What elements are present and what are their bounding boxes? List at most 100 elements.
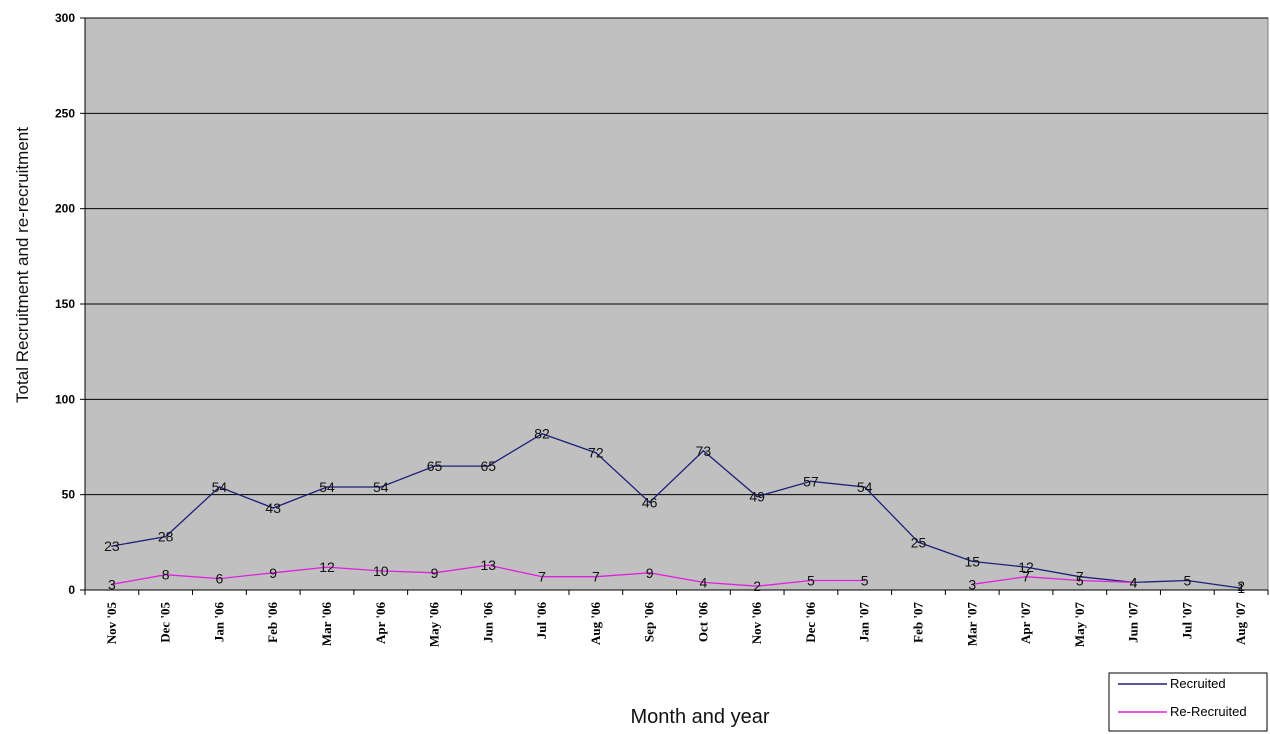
x-tick-label: Jul '07 <box>1179 602 1194 640</box>
data-label: 2 <box>1237 578 1245 594</box>
x-tick-label: Aug '07 <box>1233 602 1248 645</box>
x-tick-label: Apr '06 <box>373 602 388 645</box>
y-tick-label: 200 <box>55 202 75 216</box>
y-tick-label: 100 <box>55 392 75 406</box>
series-lines <box>111 432 1242 589</box>
data-label: 25 <box>911 534 927 550</box>
data-label: 5 <box>1183 572 1191 588</box>
data-point <box>648 572 651 574</box>
data-point <box>1240 587 1242 589</box>
x-tick-label: Jun '06 <box>480 602 495 643</box>
y-tick-label: 50 <box>62 488 76 502</box>
data-point <box>487 465 490 467</box>
y-axis-ticks: 0 50 100 150 200 250 300 <box>55 11 85 597</box>
data-label: 7 <box>1022 569 1030 585</box>
legend-label-re-recruited: Re-Recruited <box>1170 704 1247 719</box>
legend: Recruited Re-Recruited <box>1108 672 1268 732</box>
x-tick-label: Oct '06 <box>695 602 710 643</box>
x-tick-label: Dec '06 <box>803 602 818 643</box>
data-label: 73 <box>696 443 712 459</box>
legend-label-recruited: Recruited <box>1170 676 1226 691</box>
data-label: 65 <box>481 458 497 474</box>
data-point <box>272 507 275 509</box>
x-tick-label: Jun '07 <box>1126 602 1141 643</box>
data-point <box>1025 575 1027 578</box>
y-tick-label: 0 <box>68 583 75 597</box>
data-label: 4 <box>699 574 707 590</box>
data-label: 4 <box>1130 574 1138 590</box>
x-tick-label: Feb '07 <box>910 602 925 643</box>
data-label: 9 <box>431 565 439 581</box>
x-tick-label: Feb '06 <box>265 602 280 643</box>
data-point <box>1240 585 1242 587</box>
data-label: 9 <box>646 565 654 581</box>
data-point <box>111 583 113 586</box>
x-tick-label: Mar '06 <box>319 602 334 647</box>
x-tick-label: Nov '05 <box>104 602 119 645</box>
data-point <box>971 583 974 586</box>
data-point <box>648 501 651 504</box>
data-label: 10 <box>373 563 389 579</box>
data-label: 13 <box>481 557 497 573</box>
x-tick-label: Mar '07 <box>964 602 979 647</box>
data-point <box>433 572 436 574</box>
data-point <box>164 535 167 538</box>
data-point <box>218 486 221 488</box>
data-label: 8 <box>162 567 170 583</box>
data-point <box>1078 575 1081 578</box>
data-label: 49 <box>749 489 765 505</box>
data-point <box>917 541 920 544</box>
data-point <box>541 575 543 578</box>
data-label: 6 <box>216 571 224 587</box>
data-point <box>595 451 597 454</box>
data-label: 54 <box>212 479 228 495</box>
x-tick-label: Apr '07 <box>1018 602 1033 645</box>
data-label: 7 <box>592 569 600 585</box>
data-label: 12 <box>319 559 335 575</box>
data-point <box>702 450 705 452</box>
x-tick-label: Nov '06 <box>749 602 764 645</box>
data-point <box>541 432 543 435</box>
data-point <box>863 579 866 582</box>
data-label: 54 <box>373 479 389 495</box>
x-axis-ticks: Nov '05 Dec '05 Jan '06 Feb '06 Mar '06 Apr '… <box>84 590 1269 648</box>
data-point <box>379 486 382 488</box>
data-point <box>487 564 490 567</box>
data-label: 7 <box>538 569 546 585</box>
data-point <box>326 486 328 488</box>
data-point <box>810 480 812 483</box>
x-axis-title: Month and year <box>631 706 770 728</box>
data-label: 1 <box>1237 580 1245 596</box>
data-point <box>810 579 812 582</box>
data-label: 54 <box>319 479 335 495</box>
data-label: 3 <box>108 576 116 592</box>
data-point <box>1186 579 1189 582</box>
data-point <box>379 570 382 572</box>
data-point <box>433 465 436 467</box>
series-line-recruited <box>111 432 1242 589</box>
x-tick-label: Dec '05 <box>158 602 173 643</box>
data-label: 43 <box>265 500 281 516</box>
x-tick-label: May '07 <box>1072 602 1087 648</box>
data-point <box>218 577 221 580</box>
x-tick-label: May '06 <box>427 602 442 648</box>
data-label: 3 <box>968 576 976 592</box>
data-label: 65 <box>427 458 443 474</box>
data-label: 7 <box>1076 569 1084 585</box>
legend-box <box>1108 672 1268 732</box>
data-point <box>595 575 597 578</box>
data-point <box>756 585 758 587</box>
data-point <box>756 495 758 498</box>
data-point <box>971 560 974 563</box>
data-label: 5 <box>807 572 815 588</box>
data-label: 72 <box>588 445 604 461</box>
data-point <box>702 581 705 584</box>
data-label: 54 <box>857 479 873 495</box>
data-point <box>272 572 275 574</box>
x-tick-label: Aug '06 <box>588 602 603 645</box>
data-point <box>111 545 113 547</box>
data-point <box>164 573 167 576</box>
data-point <box>1132 581 1135 584</box>
data-label: 9 <box>269 565 277 581</box>
